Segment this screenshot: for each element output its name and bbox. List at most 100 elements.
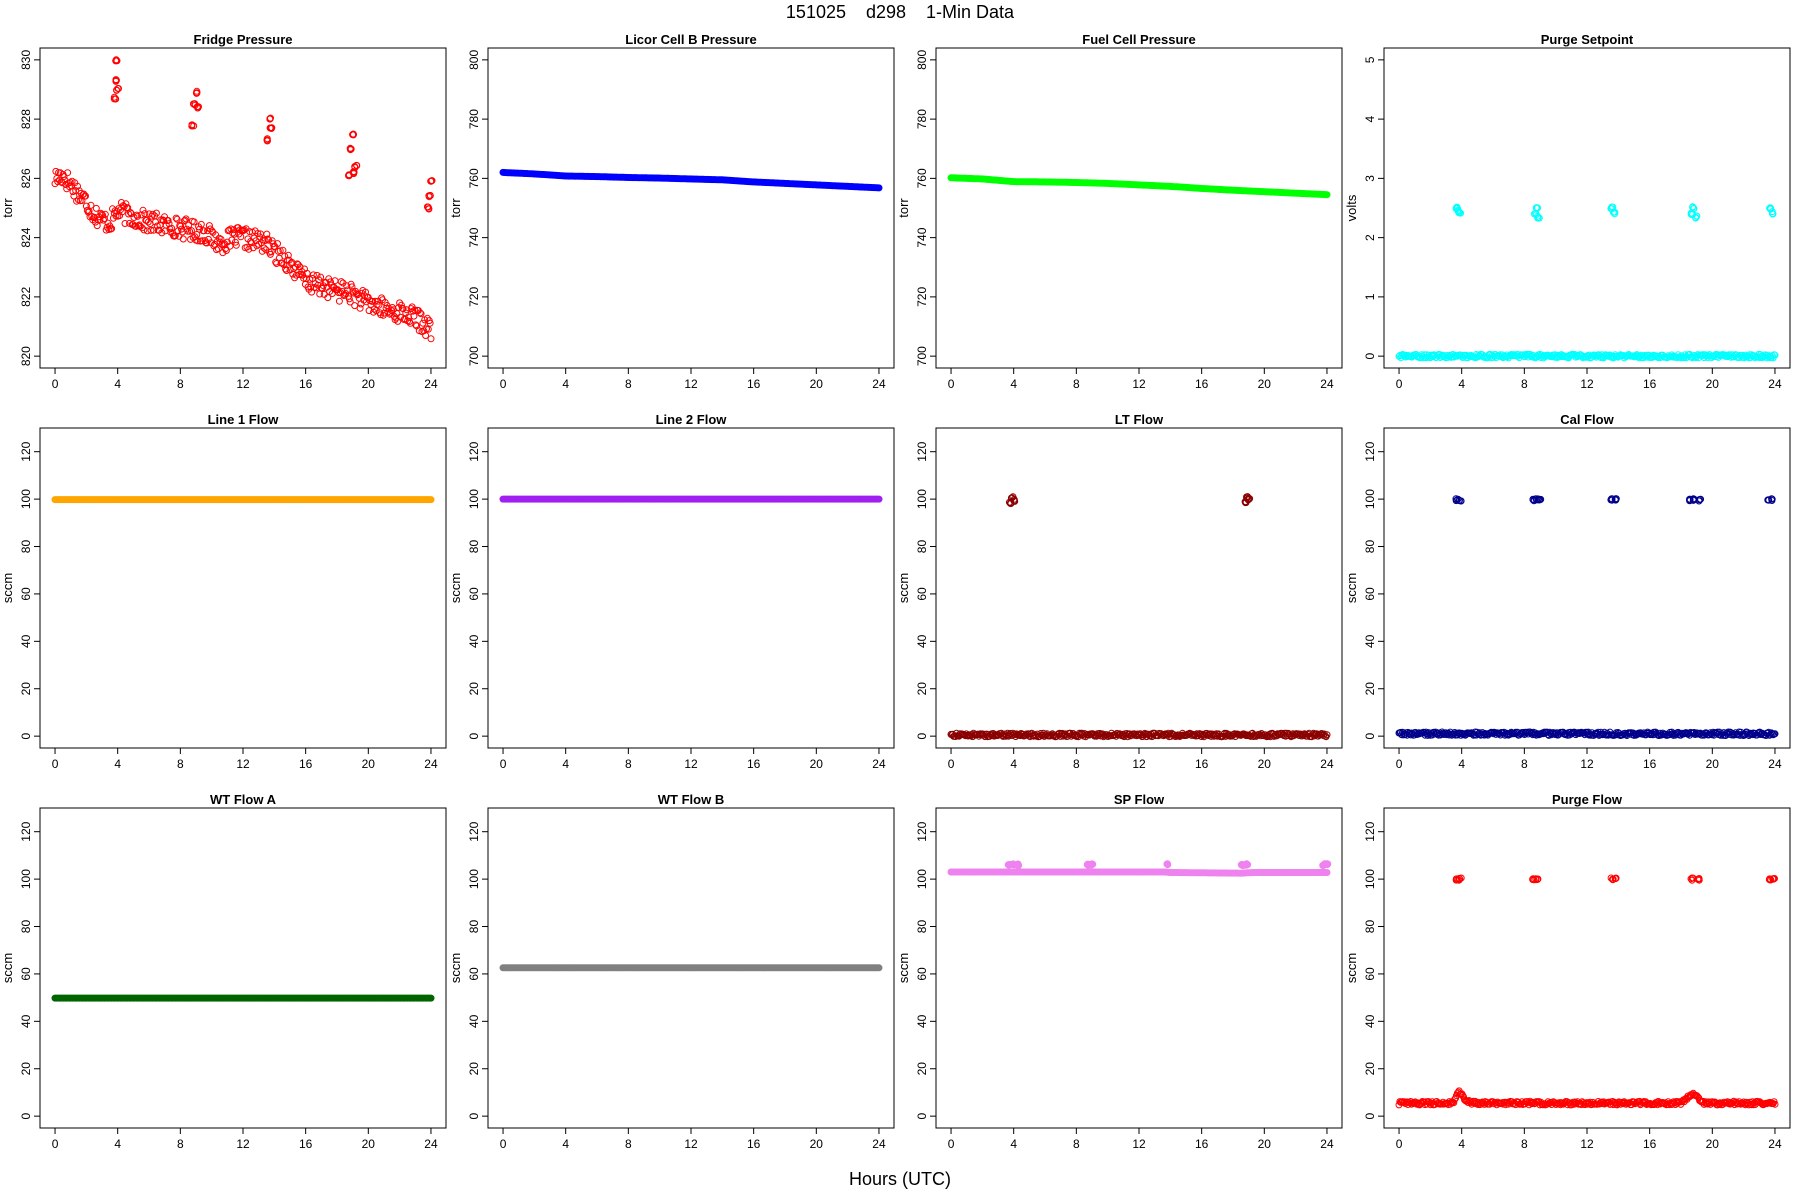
y-tick-label: 20 <box>19 682 33 696</box>
data-point <box>121 220 129 227</box>
data-point <box>176 222 184 229</box>
data-point <box>348 283 356 291</box>
x-tick-label: 16 <box>1195 377 1209 391</box>
data-point <box>347 145 355 153</box>
data-point <box>137 211 145 219</box>
data-point <box>1695 875 1703 883</box>
x-tick-label: 0 <box>500 377 507 391</box>
data-point <box>425 193 433 201</box>
panel-title: Licor Cell B Pressure <box>625 32 757 47</box>
y-tick-label: 80 <box>19 540 33 554</box>
data-point <box>417 310 425 318</box>
x-tick-label: 4 <box>114 1137 121 1151</box>
y-tick-label: 40 <box>1363 634 1377 648</box>
y-tick-label: 0 <box>19 732 33 739</box>
chart-panel-5: Line 2 Flow sccm 0 4 8 12 16 20 24 0 20 40 60 80 100 12… <box>448 412 895 771</box>
y-tick-label: 40 <box>19 1014 33 1028</box>
x-tick-label: 24 <box>1320 377 1334 391</box>
data-point <box>190 218 198 226</box>
x-tick-label: 24 <box>424 1137 438 1151</box>
y-axis-label: torr <box>0 198 15 218</box>
x-tick-label: 16 <box>1643 757 1657 771</box>
panel-title: SP Flow <box>1114 792 1165 807</box>
x-tick-label: 24 <box>424 757 438 771</box>
chart-panel-4: Line 1 Flow sccm 0 4 8 12 16 20 24 0 20 40 60 80 100 12… <box>0 412 447 771</box>
data-point <box>182 215 190 223</box>
data-point <box>1011 497 1019 505</box>
x-tick-label: 12 <box>684 1137 698 1151</box>
y-tick-label: 100 <box>915 489 929 509</box>
page-title: 151025 d298 1-Min Data <box>785 2 1015 22</box>
y-tick-label: 100 <box>467 489 481 509</box>
plot-frame <box>487 47 895 369</box>
data-point <box>327 278 334 286</box>
series-0 <box>51 496 435 504</box>
data-point <box>245 245 253 253</box>
data-point <box>283 267 290 274</box>
x-tick-label: 20 <box>1258 757 1272 771</box>
data-point <box>195 103 202 111</box>
x-tick-label: 20 <box>810 1137 824 1151</box>
x-tick-label: 12 <box>1580 377 1594 391</box>
data-point <box>349 130 357 138</box>
series-0 <box>1395 728 1779 739</box>
data-point <box>196 225 203 233</box>
data-point <box>112 76 120 84</box>
x-tick-label: 4 <box>1458 757 1465 771</box>
data-point <box>386 310 394 318</box>
y-tick-label: 100 <box>1363 489 1377 509</box>
x-tick-label: 20 <box>810 377 824 391</box>
data-point <box>337 278 345 286</box>
y-tick-label: 40 <box>19 634 33 648</box>
data-point <box>188 121 196 129</box>
data-point <box>303 269 311 277</box>
data-point <box>427 177 435 185</box>
data-point <box>60 173 68 180</box>
y-tick-label: 60 <box>1363 967 1377 981</box>
y-tick-label: 0 <box>915 1112 929 1119</box>
data-point <box>427 335 435 343</box>
y-axis-label: sccm <box>448 953 463 983</box>
y-tick-label: 80 <box>1363 920 1377 934</box>
plot-frame <box>1383 47 1791 369</box>
data-point <box>180 217 188 225</box>
y-axis-label: sccm <box>0 953 15 983</box>
data-point <box>134 212 142 220</box>
x-tick-label: 0 <box>52 757 59 771</box>
data-point <box>425 205 433 213</box>
data-point <box>133 211 141 219</box>
data-point <box>364 293 372 301</box>
data-point <box>419 319 427 327</box>
chart-panel-7: Cal Flow sccm 0 4 8 12 16 20 24 0 20 40 60 80 100 120 <box>1344 412 1791 771</box>
data-point <box>278 259 286 267</box>
series-0 <box>1395 1087 1779 1109</box>
data-point <box>222 247 230 254</box>
data-point <box>313 271 321 279</box>
data-point <box>1686 495 1694 503</box>
data-point <box>1322 860 1330 868</box>
y-tick-label: 80 <box>19 920 33 934</box>
y-tick-label: 800 <box>915 50 929 70</box>
data-point <box>1323 869 1331 876</box>
y-tick-label: 80 <box>915 540 929 554</box>
y-tick-label: 120 <box>467 441 481 461</box>
y-tick-label: 60 <box>19 967 33 981</box>
x-tick-label: 12 <box>1132 377 1146 391</box>
plot-frame <box>935 807 1343 1129</box>
x-tick-label: 8 <box>625 1137 632 1151</box>
x-tick-label: 4 <box>1458 377 1465 391</box>
x-tick-label: 20 <box>1706 1137 1720 1151</box>
data-point <box>265 236 273 244</box>
data-point <box>340 292 348 299</box>
data-point <box>113 57 121 65</box>
data-point <box>299 271 307 279</box>
y-tick-label: 0 <box>1363 732 1377 739</box>
y-tick-label: 0 <box>915 732 929 739</box>
plot-frame <box>39 807 447 1129</box>
y-tick-label: 760 <box>915 168 929 188</box>
y-tick-label: 40 <box>467 634 481 648</box>
data-point <box>126 209 134 216</box>
x-tick-label: 16 <box>1195 757 1209 771</box>
data-point <box>138 224 146 232</box>
